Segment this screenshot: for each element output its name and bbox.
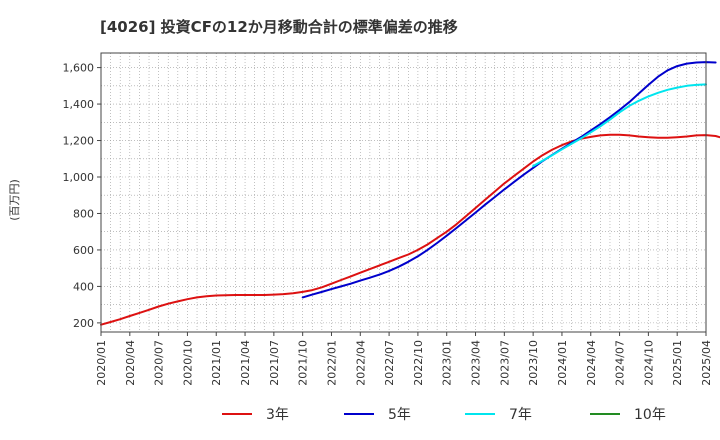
x-tick-label: 2021/10 xyxy=(297,340,310,386)
x-tick-label: 2022/07 xyxy=(383,340,396,386)
series-line-1 xyxy=(301,61,717,299)
x-tick-label: 2024/04 xyxy=(585,340,598,386)
legend: 3年 5年 7年 10年 xyxy=(222,407,666,423)
chart-title: [4026] 投資CFの12か月移動合計の標準偏差の推移 xyxy=(100,18,458,36)
y-tick-label: 1,400 xyxy=(63,98,95,111)
x-tick-label: 2020/07 xyxy=(153,340,166,386)
y-axis-label: (百万円) xyxy=(8,179,21,221)
y-tick-label: 200 xyxy=(73,317,94,330)
legend-label: 5年 xyxy=(388,407,411,423)
y-tick-label: 1,200 xyxy=(63,135,95,148)
y-tick-label: 600 xyxy=(73,244,94,257)
y-tick-label: 800 xyxy=(73,207,94,220)
x-tick-label: 2020/10 xyxy=(181,340,194,386)
legend-label: 10年 xyxy=(634,407,666,423)
y-tick-label: 400 xyxy=(73,280,94,293)
y-tick-label: 1,600 xyxy=(63,62,95,75)
series-line-0 xyxy=(100,133,720,326)
x-tick-label: 2021/07 xyxy=(268,340,281,386)
x-tick-label: 2020/01 xyxy=(95,340,108,386)
plot-lines xyxy=(100,61,720,326)
x-axis-ticks: 2020/01 2020/04 2020/07 2020/10 2021/01 2021/… xyxy=(95,332,713,386)
plot-frame xyxy=(100,52,707,333)
y-axis-ticks: 200 400 600 800 1,000 1,200 1,400 1,600 xyxy=(63,62,101,330)
legend-label: 3年 xyxy=(266,407,289,423)
x-tick-label: 2021/04 xyxy=(239,340,252,386)
series-line-2 xyxy=(532,83,707,168)
x-tick-label: 2025/04 xyxy=(700,340,713,386)
grid xyxy=(101,53,706,332)
x-tick-label: 2022/01 xyxy=(325,340,338,386)
x-tick-label: 2023/07 xyxy=(498,340,511,386)
x-tick-label: 2023/10 xyxy=(527,340,540,386)
x-tick-label: 2020/04 xyxy=(124,340,137,386)
legend-label: 7年 xyxy=(509,407,532,423)
x-tick-label: 2023/04 xyxy=(470,340,483,386)
x-tick-label: 2025/01 xyxy=(671,340,684,386)
y-tick-label: 1,000 xyxy=(63,171,95,184)
x-tick-label: 2024/01 xyxy=(556,340,569,386)
x-tick-label: 2024/10 xyxy=(642,340,655,386)
x-tick-label: 2024/07 xyxy=(614,340,627,386)
x-tick-label: 2022/10 xyxy=(412,340,425,386)
x-tick-label: 2021/01 xyxy=(210,340,223,386)
x-tick-label: 2022/04 xyxy=(354,340,367,386)
x-tick-label: 2023/01 xyxy=(441,340,454,386)
